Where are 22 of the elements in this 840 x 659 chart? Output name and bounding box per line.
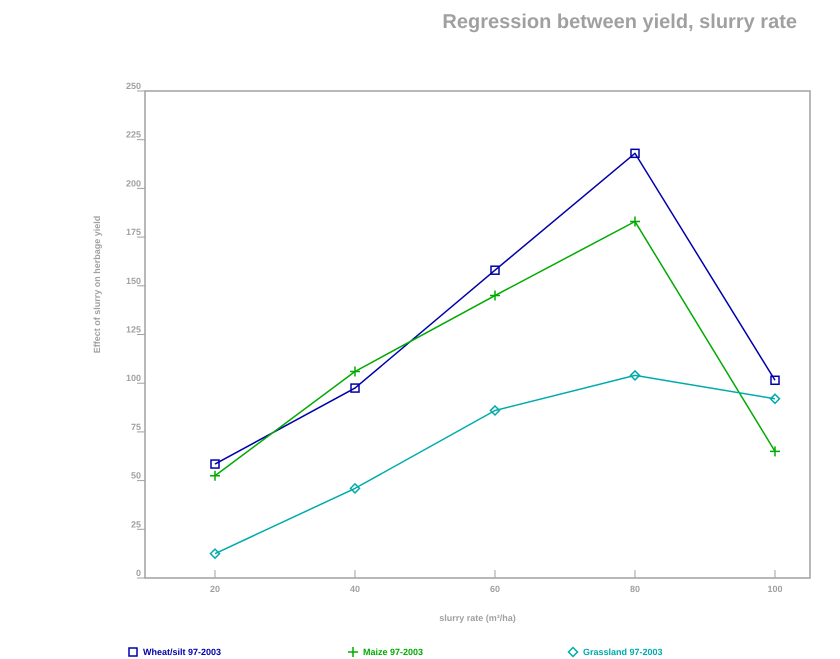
y-tick-label: 125 bbox=[126, 324, 141, 334]
y-tick-label: 250 bbox=[126, 81, 141, 91]
chart-title: Regression between yield, slurry rate bbox=[442, 11, 797, 33]
y-tick-label: 0 bbox=[136, 568, 141, 578]
y-tick-label: 175 bbox=[126, 227, 141, 238]
y-tick-label: 150 bbox=[126, 276, 141, 286]
x-tick-label: 40 bbox=[350, 584, 360, 594]
y-tick-label: 25 bbox=[130, 519, 141, 530]
y-tick-label: 100 bbox=[126, 373, 141, 384]
x-axis-title: slurry rate (m³/ha) bbox=[439, 613, 516, 623]
legend-label: Maize 97-2003 bbox=[363, 647, 424, 657]
legend-label: Wheat/silt 97-2003 bbox=[143, 647, 222, 657]
y-tick-label: 200 bbox=[126, 178, 141, 188]
y-axis-title: Effect of slurry on herbage yield bbox=[92, 216, 102, 354]
y-tick-label: 50 bbox=[130, 470, 141, 481]
x-tick-label: 100 bbox=[767, 584, 783, 594]
x-tick-label: 60 bbox=[490, 584, 500, 594]
legend-label: Grassland 97-2003 bbox=[583, 647, 663, 657]
y-tick-label: 225 bbox=[126, 130, 141, 140]
x-tick-label: 80 bbox=[630, 584, 640, 594]
x-tick-label: 20 bbox=[210, 584, 220, 594]
y-tick-label: 75 bbox=[130, 422, 141, 432]
